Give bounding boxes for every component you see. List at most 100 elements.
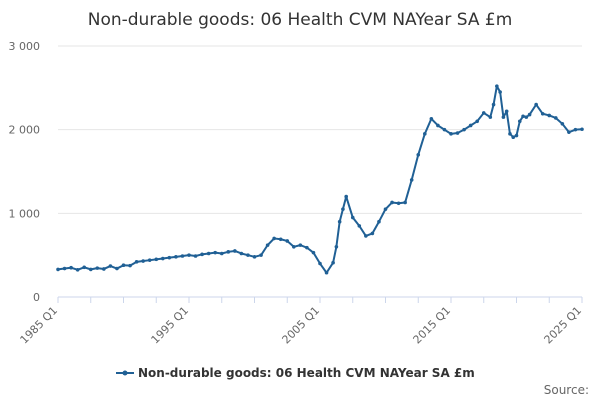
data-point[interactable] bbox=[357, 224, 362, 228]
data-point[interactable] bbox=[278, 237, 283, 242]
data-point[interactable] bbox=[62, 266, 67, 271]
data-point[interactable] bbox=[82, 265, 86, 270]
data-point[interactable] bbox=[213, 250, 217, 255]
data-point[interactable] bbox=[311, 250, 316, 255]
data-point[interactable] bbox=[495, 84, 499, 88]
y-tick-label: 1 000 bbox=[9, 207, 41, 220]
data-point[interactable] bbox=[324, 270, 329, 275]
y-tick-label: 3 000 bbox=[9, 40, 41, 53]
data-point[interactable] bbox=[121, 263, 126, 268]
data-point[interactable] bbox=[423, 132, 427, 136]
data-point[interactable] bbox=[481, 111, 486, 115]
data-point[interactable] bbox=[475, 119, 480, 124]
data-point[interactable] bbox=[341, 207, 345, 211]
gridlines bbox=[58, 45, 582, 214]
data-point[interactable] bbox=[517, 119, 522, 124]
x-tick-label: 1985 Q1 bbox=[18, 304, 61, 347]
data-point[interactable] bbox=[554, 116, 558, 120]
data-point[interactable] bbox=[233, 249, 237, 253]
data-point[interactable] bbox=[75, 268, 80, 272]
data-point[interactable] bbox=[377, 219, 381, 224]
data-point[interactable] bbox=[259, 253, 263, 257]
data-point[interactable] bbox=[501, 115, 506, 119]
data-point[interactable] bbox=[154, 257, 159, 262]
data-point[interactable] bbox=[134, 260, 139, 264]
data-point[interactable] bbox=[331, 260, 335, 265]
data-point[interactable] bbox=[449, 132, 453, 136]
x-tick-label: 1995 Q1 bbox=[149, 304, 192, 347]
data-point[interactable] bbox=[334, 245, 339, 249]
data-point[interactable] bbox=[429, 116, 434, 121]
data-point[interactable] bbox=[498, 90, 502, 94]
data-point[interactable] bbox=[527, 112, 532, 117]
data-point[interactable] bbox=[514, 133, 519, 138]
x-axis: 1985 Q1 1995 Q1 2005 Q1 2015 Q1 2025 Q1 bbox=[18, 296, 584, 347]
data-point[interactable] bbox=[560, 122, 565, 126]
data-point[interactable] bbox=[298, 243, 303, 247]
data-point[interactable] bbox=[409, 178, 414, 182]
data-point[interactable] bbox=[524, 115, 529, 119]
data-point[interactable] bbox=[462, 127, 466, 132]
data-point[interactable] bbox=[403, 200, 407, 205]
legend[interactable]: Non-durable goods: 06 Health CVM NAYear … bbox=[116, 366, 475, 380]
data-point[interactable] bbox=[396, 201, 401, 206]
data-point[interactable] bbox=[88, 267, 93, 272]
data-point[interactable] bbox=[200, 252, 204, 257]
data-point[interactable] bbox=[442, 127, 447, 132]
data-point[interactable] bbox=[436, 123, 440, 128]
data-point[interactable] bbox=[102, 267, 106, 271]
data-point[interactable] bbox=[206, 251, 211, 256]
data-point[interactable] bbox=[239, 251, 244, 256]
data-point[interactable] bbox=[344, 194, 349, 199]
data-point[interactable] bbox=[161, 256, 165, 261]
data-point[interactable] bbox=[193, 254, 198, 258]
data-point[interactable] bbox=[141, 259, 145, 263]
data-point[interactable] bbox=[547, 113, 552, 118]
data-point[interactable] bbox=[573, 127, 578, 132]
data-point[interactable] bbox=[567, 130, 571, 134]
data-point[interactable] bbox=[364, 234, 368, 238]
data-point[interactable] bbox=[504, 109, 509, 114]
data-point[interactable] bbox=[246, 253, 250, 257]
data-point[interactable] bbox=[115, 266, 119, 271]
data-point[interactable] bbox=[219, 251, 224, 256]
data-point[interactable] bbox=[508, 132, 512, 136]
data-point[interactable] bbox=[521, 114, 525, 119]
data-point[interactable] bbox=[511, 135, 516, 139]
data-point[interactable] bbox=[147, 258, 152, 262]
data-point[interactable] bbox=[180, 254, 185, 258]
data-point[interactable] bbox=[318, 261, 322, 266]
data-point[interactable] bbox=[292, 245, 296, 249]
data-point[interactable] bbox=[285, 239, 290, 243]
x-tick-label: 2005 Q1 bbox=[280, 304, 323, 347]
data-point[interactable] bbox=[187, 253, 191, 257]
data-point[interactable] bbox=[350, 215, 355, 220]
y-axis: 0 1 000 2 000 3 000 bbox=[9, 40, 41, 304]
data-point[interactable] bbox=[252, 255, 257, 259]
data-point[interactable] bbox=[337, 219, 342, 224]
data-point[interactable] bbox=[370, 231, 375, 236]
data-point[interactable] bbox=[534, 102, 538, 107]
data-point[interactable] bbox=[383, 207, 388, 211]
data-point[interactable] bbox=[540, 111, 545, 116]
data-point[interactable] bbox=[95, 266, 100, 270]
data-point[interactable] bbox=[305, 245, 309, 250]
data-point[interactable] bbox=[580, 127, 584, 132]
data-point[interactable] bbox=[226, 250, 231, 254]
data-point[interactable] bbox=[272, 236, 276, 241]
data-point[interactable] bbox=[468, 123, 473, 128]
data-point[interactable] bbox=[128, 263, 132, 268]
data-point[interactable] bbox=[174, 255, 178, 259]
data-point[interactable] bbox=[416, 152, 421, 157]
data-point[interactable] bbox=[56, 267, 60, 272]
data-point[interactable] bbox=[108, 264, 113, 268]
data-point[interactable] bbox=[390, 200, 394, 205]
data-point[interactable] bbox=[491, 102, 496, 107]
series-group bbox=[56, 84, 584, 275]
data-point[interactable] bbox=[69, 265, 73, 270]
data-point[interactable] bbox=[455, 131, 460, 135]
data-point[interactable] bbox=[167, 255, 172, 260]
source-label: Source: bbox=[544, 383, 589, 397]
data-point[interactable] bbox=[488, 115, 493, 119]
data-point[interactable] bbox=[265, 243, 270, 247]
